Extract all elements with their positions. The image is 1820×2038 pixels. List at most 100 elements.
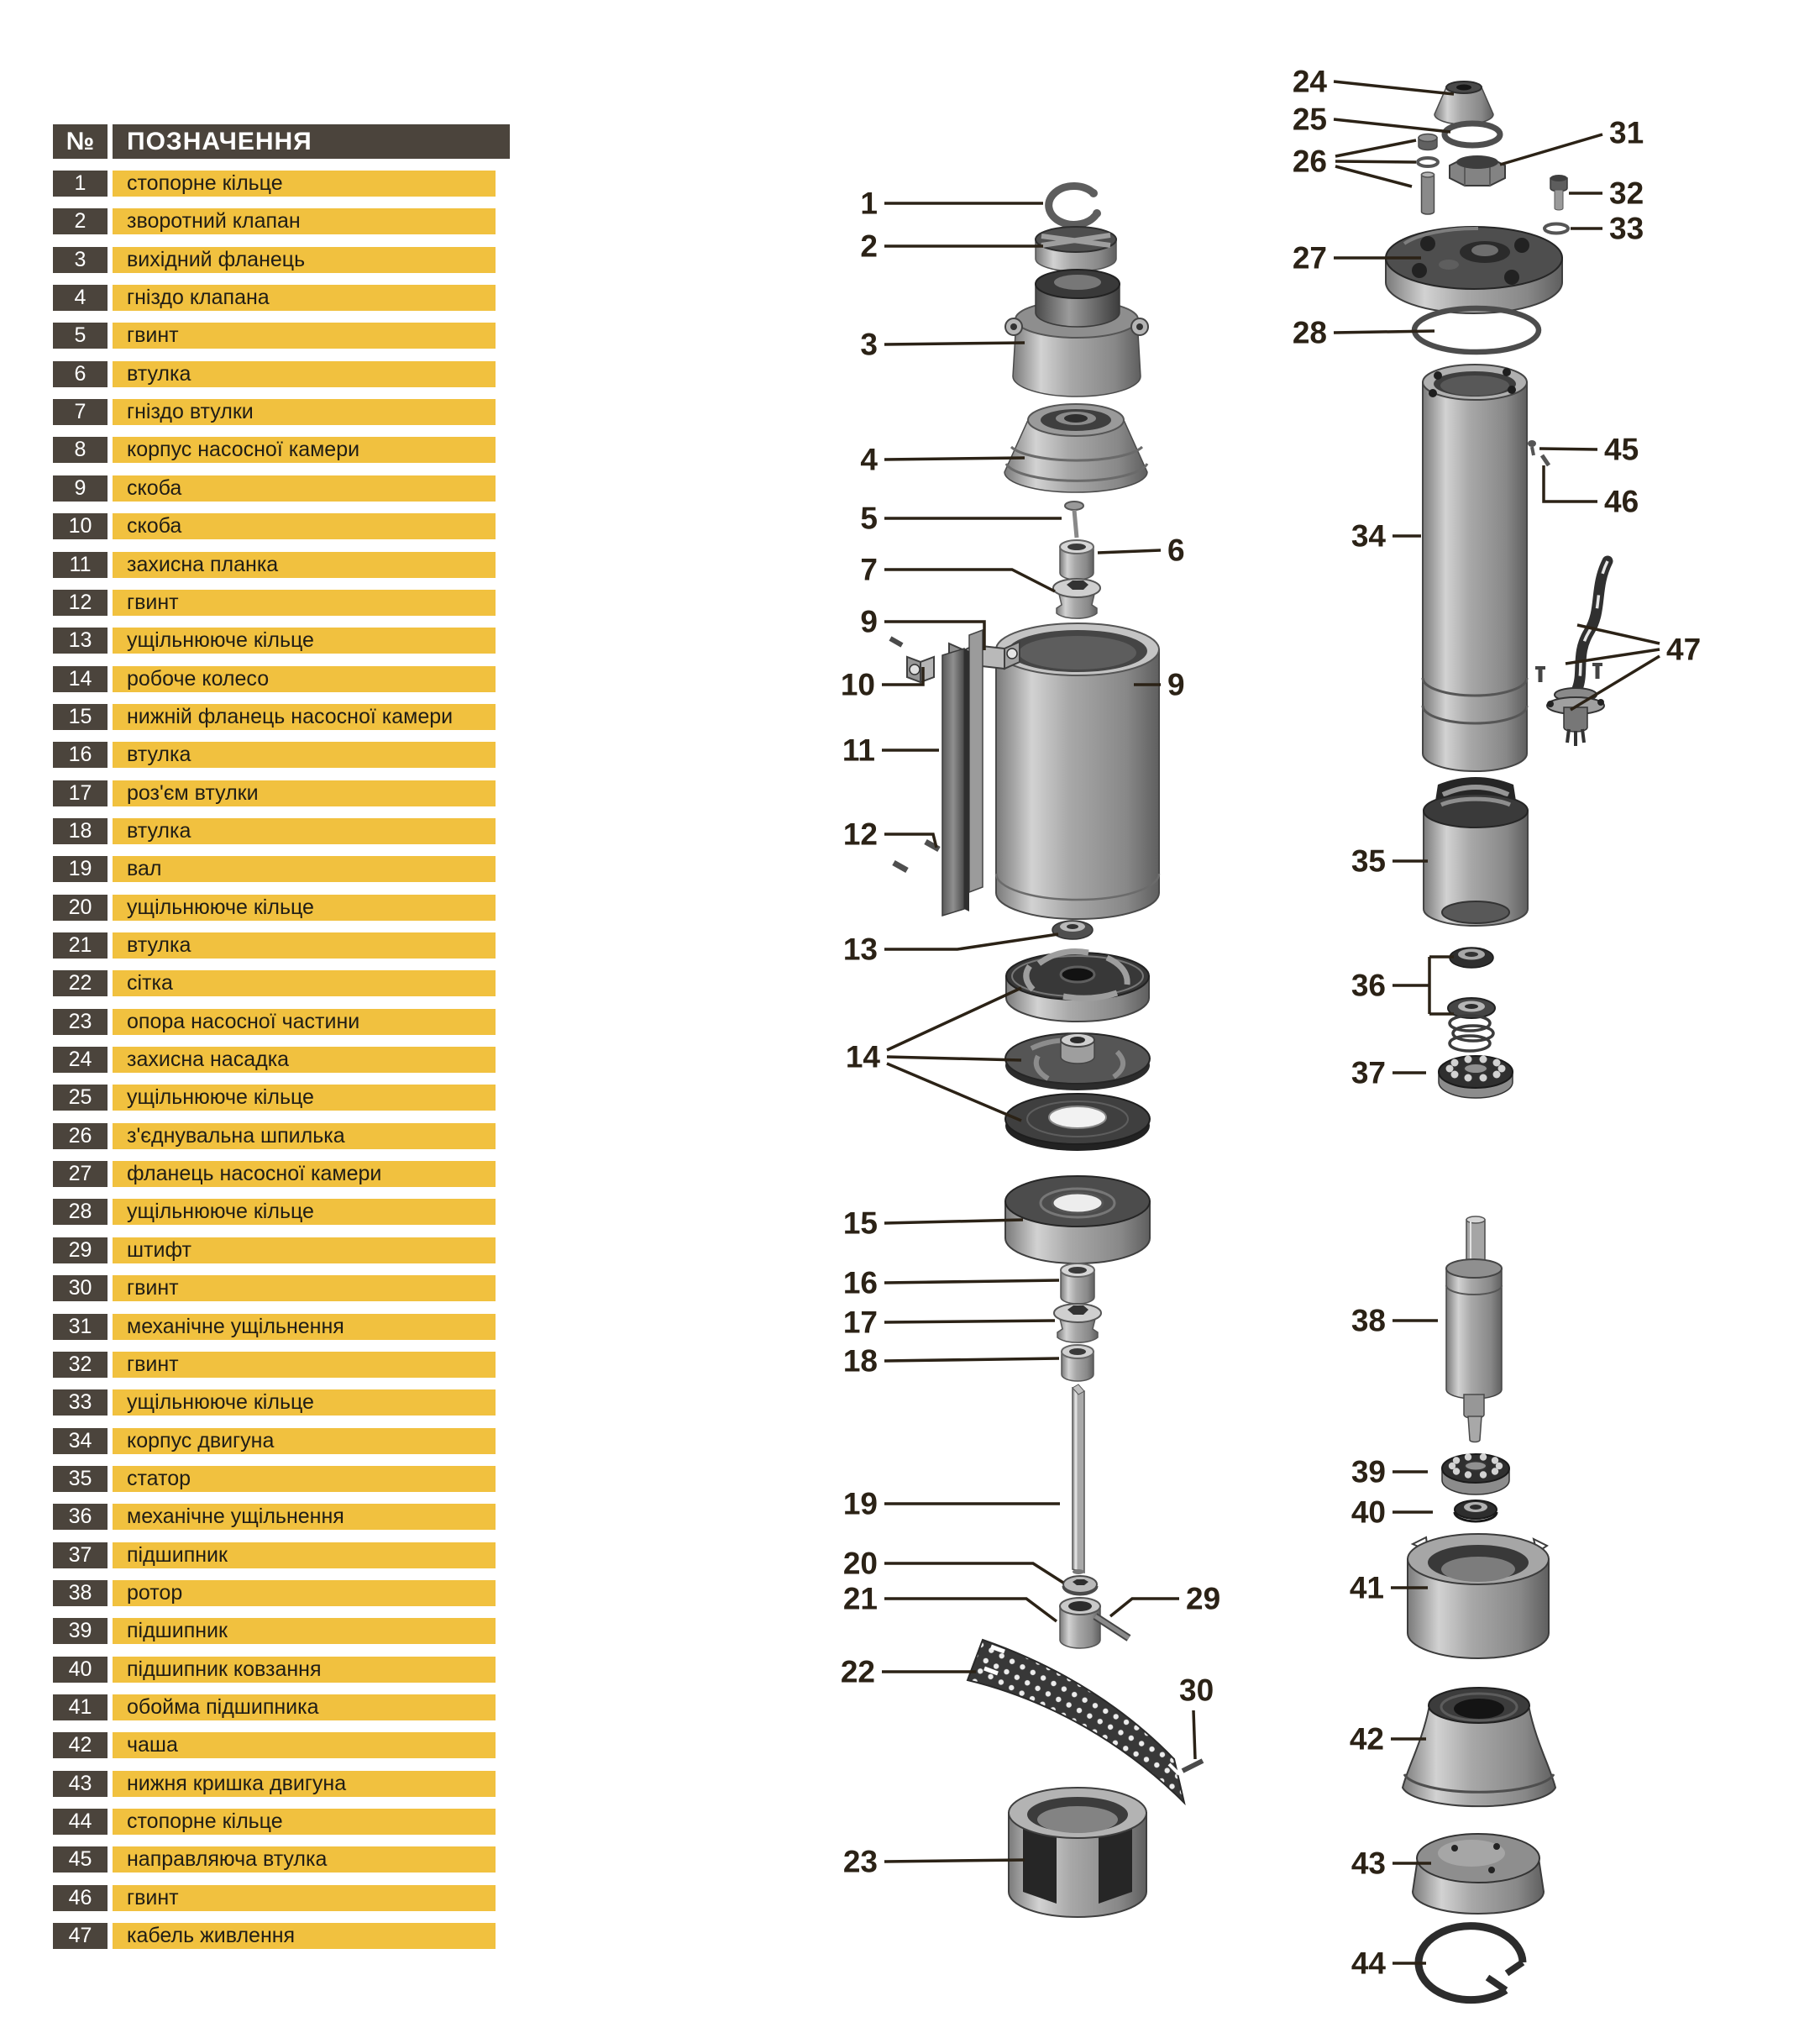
row-number: 46 bbox=[53, 1884, 108, 1911]
part-label-1: 1 bbox=[860, 186, 878, 221]
row-part-name: нижній фланець насосної камери bbox=[113, 703, 496, 730]
part-label-45: 45 bbox=[1604, 433, 1639, 467]
part-29-pin bbox=[1093, 1613, 1131, 1641]
row-part-name: захисна насадка bbox=[113, 1047, 496, 1074]
part-11-guard-strip bbox=[941, 628, 983, 917]
part-label-37: 37 bbox=[1351, 1056, 1386, 1090]
table-row: 24 захисна насадка bbox=[53, 1047, 496, 1074]
table-row: 28 ущільнююче кільце bbox=[53, 1199, 496, 1226]
part-label-18: 18 bbox=[843, 1344, 878, 1379]
row-part-name: гвинт bbox=[113, 1884, 496, 1911]
part-label-39: 39 bbox=[1351, 1455, 1386, 1489]
leader-line-28 bbox=[1333, 329, 1435, 334]
table-row: 37 підшипник bbox=[53, 1542, 496, 1568]
row-number: 39 bbox=[53, 1618, 108, 1645]
leader-line-46 bbox=[1542, 465, 1597, 503]
table-header-designation: ПОЗНАЧЕННЯ bbox=[113, 124, 510, 159]
table-row: 47 кабель живлення bbox=[53, 1923, 496, 1950]
part-36-mechanical-seal-set bbox=[1447, 947, 1496, 1053]
row-part-name: гвинт bbox=[113, 589, 496, 616]
table-row: 44 стопорне кільце bbox=[53, 1809, 496, 1836]
part-19-shaft bbox=[1072, 1384, 1085, 1574]
part-label-27: 27 bbox=[1293, 241, 1327, 276]
leader-line-30 bbox=[1192, 1710, 1197, 1760]
row-part-name: захисна планка bbox=[113, 551, 496, 578]
table-row: 35 статор bbox=[53, 1465, 496, 1492]
part-27-pump-chamber-flange bbox=[1385, 226, 1563, 314]
row-part-name: скоба bbox=[113, 475, 496, 502]
row-part-name: підшипник bbox=[113, 1542, 496, 1568]
row-number: 5 bbox=[53, 323, 108, 349]
part-label-4: 4 bbox=[860, 443, 878, 477]
row-number: 2 bbox=[53, 208, 108, 235]
table-row: 29 штифт bbox=[53, 1237, 496, 1263]
leader-line-26 bbox=[1335, 160, 1417, 164]
leader-line-47 bbox=[1576, 623, 1660, 645]
part-label-22: 22 bbox=[841, 1655, 875, 1689]
row-part-name: механічне ущільнення bbox=[113, 1504, 496, 1531]
row-part-name: ущільнююче кільце bbox=[113, 1085, 496, 1111]
table-header-number: № bbox=[53, 124, 108, 159]
leader-line-15 bbox=[884, 1218, 1024, 1225]
part-25-o-ring bbox=[1441, 120, 1503, 149]
part-label-32: 32 bbox=[1609, 176, 1644, 211]
part-31-mechanical-seal-nut bbox=[1449, 155, 1506, 186]
row-part-name: ротор bbox=[113, 1579, 496, 1606]
row-part-name: штифт bbox=[113, 1237, 496, 1263]
leader-line-21 bbox=[884, 1597, 1058, 1623]
leader-line-23 bbox=[884, 1858, 1025, 1863]
leader-line-47 bbox=[1570, 654, 1660, 712]
row-number: 45 bbox=[53, 1846, 108, 1873]
part-46-screw bbox=[1539, 454, 1551, 467]
part-5-screw bbox=[1064, 501, 1084, 538]
part-8-pump-chamber-body bbox=[994, 622, 1161, 920]
row-part-name: фланець насосної камери bbox=[113, 1161, 496, 1188]
row-number: 7 bbox=[53, 399, 108, 426]
part-32-screw bbox=[1550, 175, 1568, 211]
row-part-name: кабель живлення bbox=[113, 1923, 496, 1950]
part-18-bushing bbox=[1061, 1344, 1094, 1382]
table-row: 11 захисна планка bbox=[53, 551, 496, 578]
row-part-name: підшипник ковзання bbox=[113, 1656, 496, 1683]
part-35-stator bbox=[1423, 777, 1529, 927]
row-part-name: ущільнююче кільце bbox=[113, 1389, 496, 1416]
row-number: 23 bbox=[53, 1008, 108, 1035]
row-number: 30 bbox=[53, 1275, 108, 1302]
part-label-20: 20 bbox=[843, 1547, 878, 1581]
part-label-17: 17 bbox=[843, 1305, 878, 1340]
table-row: 33 ущільнююче кільце bbox=[53, 1389, 496, 1416]
part-label-13: 13 bbox=[843, 932, 878, 967]
row-number: 42 bbox=[53, 1732, 108, 1759]
row-part-name: вихідний фланець bbox=[113, 246, 496, 273]
part-38-rotor bbox=[1445, 1216, 1503, 1443]
row-part-name: втулка bbox=[113, 932, 496, 959]
table-row: 34 корпус двигуна bbox=[53, 1427, 496, 1454]
part-label-5: 5 bbox=[860, 502, 878, 536]
row-part-name: ущільнююче кільце bbox=[113, 1199, 496, 1226]
leader-line-47 bbox=[1565, 648, 1660, 665]
row-part-name: гвинт bbox=[113, 1275, 496, 1302]
part-42-bowl bbox=[1401, 1687, 1557, 1808]
part-label-24: 24 bbox=[1293, 65, 1328, 99]
part-3-outlet-flange bbox=[1004, 269, 1149, 397]
leader-line-10 bbox=[882, 667, 925, 686]
part-30-screw bbox=[1181, 1758, 1204, 1773]
table-row: 32 гвинт bbox=[53, 1351, 496, 1378]
row-number: 38 bbox=[53, 1579, 108, 1606]
part-label-7: 7 bbox=[860, 553, 878, 587]
row-part-name: з'єднувальна шпилька bbox=[113, 1122, 496, 1149]
part-45-guide-bushing bbox=[1528, 440, 1536, 456]
table-row: 43 нижня кришка двигуна bbox=[53, 1770, 496, 1797]
row-number: 21 bbox=[53, 932, 108, 959]
table-row: 4 гніздо клапана bbox=[53, 285, 496, 312]
part-15-lower-flange bbox=[1004, 1175, 1151, 1264]
part-label-31: 31 bbox=[1609, 116, 1644, 150]
part-10-bracket bbox=[906, 655, 935, 684]
part-7-bushing-seat bbox=[1052, 578, 1101, 619]
row-number: 41 bbox=[53, 1694, 108, 1720]
row-part-name: втулка bbox=[113, 817, 496, 844]
row-part-name: корпус двигуна bbox=[113, 1427, 496, 1454]
part-label-3: 3 bbox=[860, 328, 878, 362]
row-part-name: направляюча втулка bbox=[113, 1846, 496, 1873]
